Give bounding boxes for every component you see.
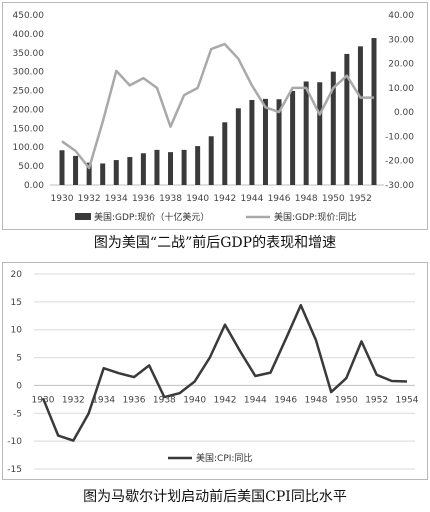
- gdp-chart-panel: 450.00 400.00 350.00 300.00 250.00 200.00 150.…: [2, 2, 428, 251]
- x-tick-label: 1938: [159, 194, 182, 204]
- left-y-tick-label: 450.00: [13, 11, 45, 21]
- left-y-tick-label: 250.00: [13, 87, 45, 97]
- gdp-bar: [59, 150, 65, 185]
- x-tick-label: 1946: [274, 395, 297, 405]
- gdp-bar: [317, 82, 323, 185]
- left-y-tick-label: 50.00: [18, 162, 44, 172]
- gdp-bar: [290, 90, 296, 185]
- x-tick-label: 1938: [153, 395, 176, 405]
- cpi-chart-caption: 图为马歇尔计划启动前后美国CPI同比水平: [83, 489, 347, 505]
- x-tick-label: 1950: [322, 194, 345, 204]
- x-tick-label: 1952: [365, 395, 388, 405]
- x-tick-label: 1932: [62, 395, 85, 405]
- y-tick-label: -5: [13, 409, 22, 419]
- gdp-chart-frame: [2, 2, 428, 230]
- x-tick-label: 1934: [105, 194, 128, 204]
- y-tick-label: 15: [11, 298, 22, 308]
- right-y-tick-label: 10.00: [388, 84, 414, 94]
- gdp-bar: [86, 162, 92, 185]
- gdp-bar: [113, 160, 119, 185]
- left-y-tick-label: 150.00: [13, 124, 45, 134]
- legend-line-label: 美国:CPI:同比: [196, 452, 252, 464]
- gdp-bar: [235, 108, 241, 185]
- legend-line-label: 美国:GDP:现价:同比: [274, 211, 356, 223]
- gdp-bar: [330, 71, 336, 185]
- cpi-chart-panel: 20 15 10 5 0 -5 -10 -15 1930 1932 1934 1936 1938 1940…: [0, 260, 430, 512]
- left-y-tick-label: 100.00: [13, 143, 45, 153]
- right-y-tick-label: 40.00: [388, 11, 414, 21]
- gdp-bar: [344, 53, 350, 186]
- gdp-chart-caption: 图为美国“二战”前后GDP的表现和增速: [93, 235, 337, 251]
- left-y-tick-label: 350.00: [13, 49, 45, 59]
- x-tick-label: 1942: [214, 395, 237, 405]
- x-tick-label: 1950: [335, 395, 358, 405]
- gdp-bar: [154, 149, 160, 185]
- cpi-line: [41, 303, 408, 442]
- right-y-tick-label: 0.00: [394, 108, 414, 118]
- gdp-chart: 450.00 400.00 350.00 300.00 250.00 200.00 150.…: [13, 11, 415, 223]
- gdp-bar: [357, 46, 363, 185]
- gdp-bar: [73, 155, 79, 185]
- x-tick-label: 1944: [244, 395, 267, 405]
- y-tick-label: 20: [11, 270, 23, 280]
- gdp-bar: [222, 122, 228, 185]
- x-tick-label: 1952: [349, 194, 372, 204]
- right-y-tick-label: 30.00: [388, 35, 414, 45]
- gdp-bar: [140, 153, 146, 185]
- y-tick-label: 5: [16, 354, 22, 364]
- right-y-tick-label: -20.00: [385, 157, 414, 167]
- y-tick-label: -10: [7, 437, 22, 447]
- gdp-bar: [249, 100, 255, 185]
- right-y-tick-label: -30.00: [385, 181, 414, 191]
- gdp-growth-line: [61, 42, 374, 170]
- x-tick-label: 1932: [78, 194, 101, 204]
- gdp-bar: [262, 98, 268, 185]
- x-tick-label: 1948: [305, 395, 328, 405]
- gdp-bar: [195, 146, 201, 185]
- x-tick-label: 1936: [123, 395, 146, 405]
- left-y-tick-label: 200.00: [13, 105, 45, 115]
- left-y-tick-label: 0.00: [24, 181, 44, 191]
- right-y-tick-label: -10.00: [385, 132, 414, 142]
- x-tick-label: 1934: [92, 395, 115, 405]
- legend-bar-swatch: [75, 213, 91, 220]
- gdp-bar: [168, 152, 174, 185]
- gdp-bar: [100, 163, 106, 185]
- gdp-bar: [371, 38, 377, 185]
- gdp-bar: [181, 149, 187, 185]
- right-y-tick-label: 20.00: [388, 60, 414, 70]
- cpi-chart-frame: [2, 262, 428, 480]
- gdp-bar: [127, 157, 133, 185]
- gdp-bar: [208, 136, 214, 185]
- x-tick-label: 1946: [268, 194, 291, 204]
- gdp-bar: [276, 99, 282, 185]
- x-tick-label: 1944: [240, 194, 263, 204]
- x-tick-label: 1940: [183, 395, 206, 405]
- x-tick-label: 1942: [213, 194, 236, 204]
- x-tick-label: 1940: [186, 194, 209, 204]
- x-tick-label: 1930: [51, 194, 74, 204]
- left-y-tick-label: 400.00: [13, 30, 45, 40]
- gdp-bar: [303, 81, 309, 185]
- y-tick-label: 0: [16, 381, 22, 391]
- x-tick-label: 1948: [295, 194, 318, 204]
- left-y-tick-label: 300.00: [13, 68, 45, 78]
- y-tick-label: -15: [7, 465, 22, 475]
- x-tick-label: 1936: [132, 194, 155, 204]
- x-tick-label: 1954: [396, 395, 419, 405]
- y-tick-label: 10: [11, 326, 23, 336]
- legend-bar-label: 美国:GDP:现价（十亿美元）: [94, 211, 209, 223]
